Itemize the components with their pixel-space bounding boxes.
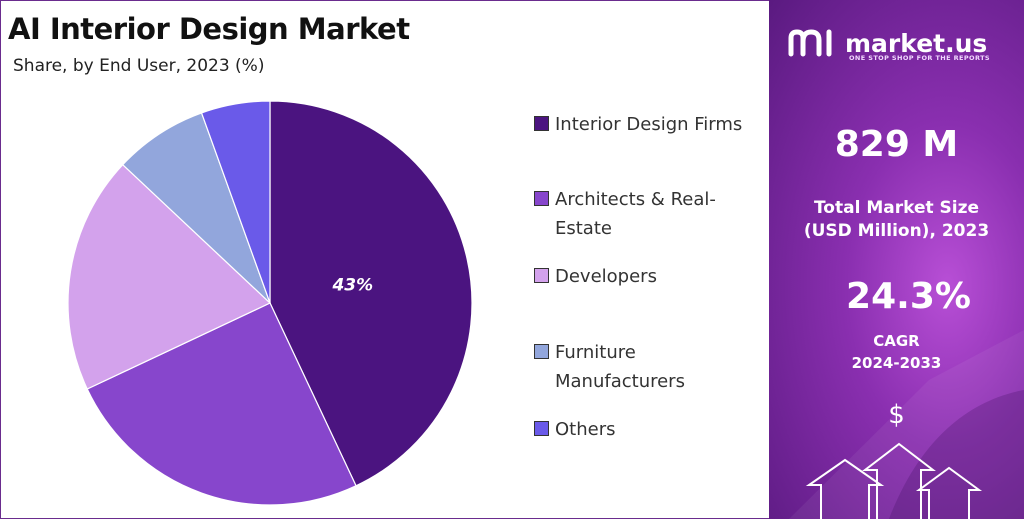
legend-swatch (534, 191, 549, 206)
dollar-icon: $ (888, 400, 905, 430)
brand-logo: market.us (787, 28, 987, 58)
legend-item-interior-design-firms: Interior Design Firms (534, 110, 760, 139)
legend-label: Others (555, 419, 616, 440)
cagr-label-line1: CAGR (873, 332, 920, 350)
pie-slice-developers (67, 163, 272, 390)
legend-item-others: Others (534, 415, 760, 444)
cagr-value: 24.3% (846, 276, 971, 317)
legend-item-furniture-manufacturers: Furniture Manufacturers (534, 338, 715, 396)
brand-logo-icon (788, 29, 832, 57)
market-size-label-line1: Total Market Size (813, 198, 980, 218)
legend-item-developers: Developers (534, 262, 760, 291)
cagr-label-line2: 2024-2033 (851, 354, 942, 372)
brand-name: market.us (845, 28, 988, 58)
panel-shape (789, 330, 1024, 519)
summary-panel: market.us ONE STOP SHOP FOR THE REPORTS … (769, 0, 1024, 519)
legend-swatch (534, 268, 549, 283)
legend-item-architects-real-estate: Architects & Real-Estate (534, 185, 745, 243)
legend-label: Interior Design Firms (555, 114, 743, 135)
legend-swatch (534, 116, 549, 131)
legend-swatch (534, 344, 549, 359)
market-size-value: 829 M (834, 124, 959, 165)
growth-arrows-icon (805, 442, 983, 519)
legend-label: Architects & Real-Estate (555, 189, 716, 239)
pie-slice-furniture-manufacturers (121, 112, 271, 304)
pie-data-label: 43% (331, 275, 373, 295)
pie-chart: 43% (67, 100, 473, 506)
chart-title: AI Interior Design Market (8, 12, 410, 46)
legend-swatch (534, 421, 549, 436)
brand-tagline: ONE STOP SHOP FOR THE REPORTS (849, 54, 990, 62)
chart-subtitle: Share, by End User, 2023 (%) (13, 56, 265, 76)
legend-label: Developers (555, 266, 657, 287)
pie-slice-architects-real-estate (86, 302, 357, 506)
market-size-label-line2: (USD Million), 2023 (803, 221, 990, 241)
pie-slice-interior-design-firms (269, 100, 473, 487)
legend-label: Furniture Manufacturers (555, 342, 685, 392)
pie-slice-others (200, 100, 271, 304)
